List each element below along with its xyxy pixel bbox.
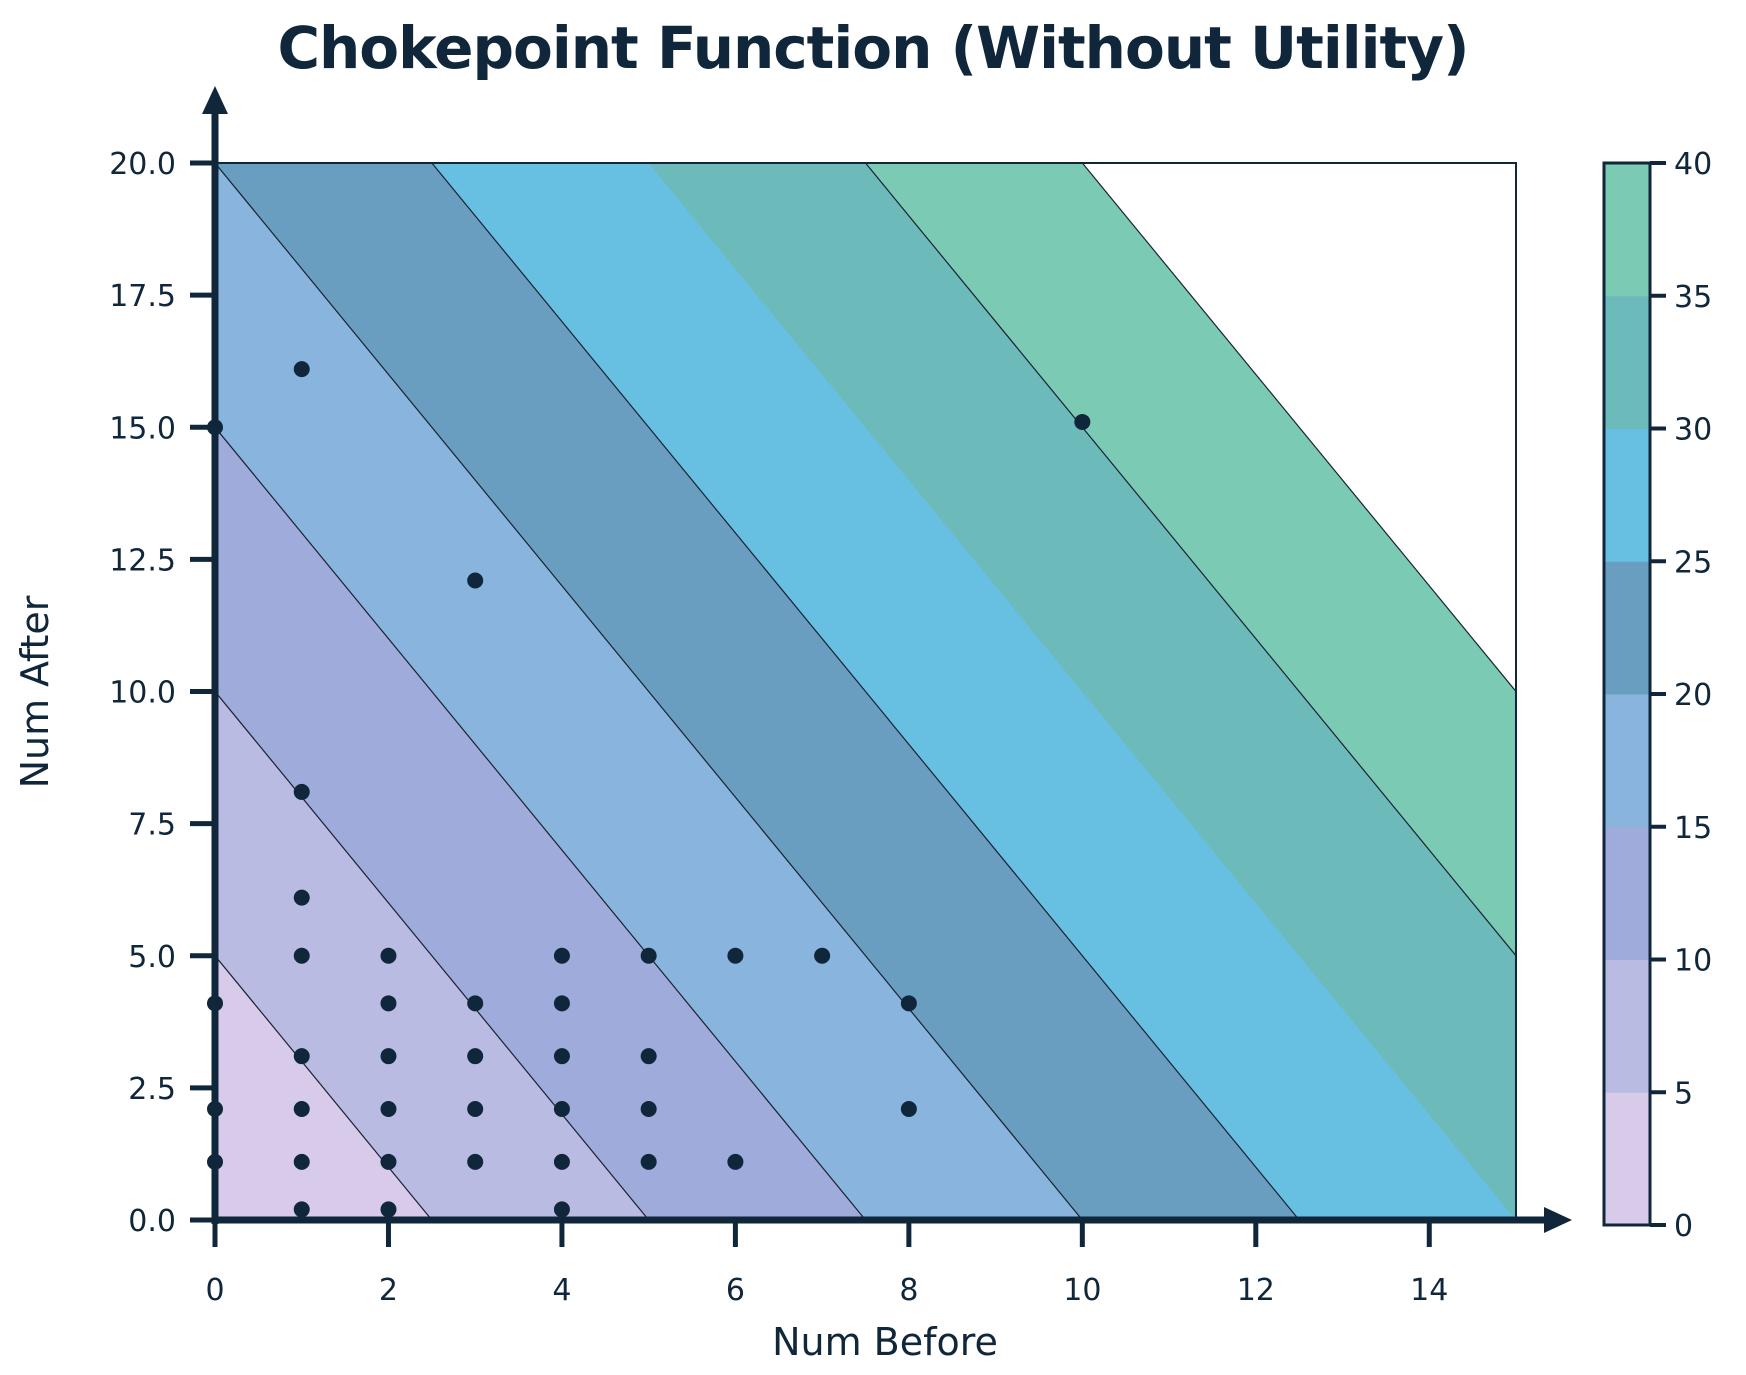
data-point <box>293 1201 310 1218</box>
data-point <box>640 1101 657 1118</box>
contour-lines <box>215 163 1516 1220</box>
data-point <box>727 947 744 964</box>
x-axis-label: Num Before <box>772 1320 998 1364</box>
data-point <box>293 783 310 800</box>
data-point <box>553 995 570 1012</box>
contour-line <box>215 426 866 1220</box>
colorbar-band <box>1604 826 1650 960</box>
x-tick-label: 10 <box>1063 1273 1101 1308</box>
data-point <box>380 1101 397 1118</box>
x-tick-label: 2 <box>379 1273 398 1308</box>
data-point <box>293 1153 310 1170</box>
x-tick-label: 12 <box>1237 1273 1275 1308</box>
y-tick-label: 12.5 <box>109 543 176 578</box>
data-point <box>467 995 484 1012</box>
data-point <box>1074 413 1091 430</box>
colorbar-band <box>1604 163 1650 297</box>
data-point <box>553 1153 570 1170</box>
data-point <box>380 995 397 1012</box>
data-point <box>293 889 310 906</box>
colorbar-tick-label: 30 <box>1674 413 1712 448</box>
y-axis-arrow-icon <box>202 86 228 114</box>
data-point <box>553 1201 570 1218</box>
y-tick-label: 17.5 <box>109 279 176 314</box>
contour-line <box>215 691 650 1220</box>
colorbar-band <box>1604 959 1650 1093</box>
contour-band <box>648 163 1516 1220</box>
data-point <box>380 1201 397 1218</box>
x-tick-label: 14 <box>1410 1273 1448 1308</box>
data-point <box>467 572 484 589</box>
x-tick-label: 8 <box>899 1273 918 1308</box>
y-tick-label: 5.0 <box>128 940 176 975</box>
scatter-points <box>207 361 1091 1218</box>
y-axis-label: Num After <box>13 595 57 788</box>
y-tick-label: 7.5 <box>128 808 176 843</box>
data-point <box>553 947 570 964</box>
colorbar-band <box>1604 561 1650 695</box>
colorbar-band <box>1604 428 1650 562</box>
data-point <box>380 1048 397 1065</box>
data-point <box>293 1101 310 1118</box>
colorbar-tick-label: 25 <box>1674 545 1712 580</box>
colorbar-tick-label: 40 <box>1674 147 1712 182</box>
data-point <box>553 1101 570 1118</box>
contour-line <box>865 163 1516 957</box>
y-axis-ticks: 0.0 2.5 5.0 7.5 10.0 12.5 15.0 17.5 20.0 <box>109 147 215 1239</box>
data-point <box>900 995 917 1012</box>
data-point <box>814 947 831 964</box>
data-point <box>467 1048 484 1065</box>
x-tick-label: 6 <box>726 1273 745 1308</box>
data-point <box>467 1153 484 1170</box>
colorbar-tick-label: 15 <box>1674 811 1712 846</box>
data-point <box>727 1153 744 1170</box>
contour-line <box>215 163 1083 1220</box>
contour-line <box>1081 163 1516 692</box>
data-point <box>640 1153 657 1170</box>
colorbar-band <box>1604 694 1650 828</box>
y-tick-label: 0.0 <box>128 1204 176 1239</box>
data-point <box>900 1101 917 1118</box>
data-point <box>640 1048 657 1065</box>
data-point <box>293 947 310 964</box>
data-point <box>293 361 310 378</box>
data-point <box>293 1048 310 1065</box>
colorbar-tick-label: 5 <box>1674 1076 1693 1111</box>
y-tick-label: 2.5 <box>128 1072 176 1107</box>
contour-line <box>215 955 433 1220</box>
x-axis-ticks: 0 2 4 6 8 10 12 14 <box>205 1220 1448 1308</box>
x-tick-label: 0 <box>205 1273 224 1308</box>
colorbar-tick-label: 0 <box>1674 1209 1693 1244</box>
x-tick-label: 4 <box>552 1273 571 1308</box>
y-tick-label: 10.0 <box>109 676 176 711</box>
data-point <box>380 1153 397 1170</box>
y-tick-label: 15.0 <box>109 411 176 446</box>
colorbar-tick-label: 20 <box>1674 678 1712 713</box>
x-axis-arrow-icon <box>1544 1207 1572 1233</box>
chart-title: Chokepoint Function (Without Utility) <box>277 14 1469 82</box>
colorbar: 0 5 10 15 20 25 30 35 40 <box>1602 147 1712 1244</box>
data-point <box>640 947 657 964</box>
data-point <box>553 1048 570 1065</box>
colorbar-tick-label: 10 <box>1674 944 1712 979</box>
data-point <box>380 947 397 964</box>
contour-line <box>431 163 1300 1220</box>
colorbar-tick-label: 35 <box>1674 280 1712 315</box>
colorbar-band <box>1604 295 1650 429</box>
y-tick-label: 20.0 <box>109 147 176 182</box>
colorbar-band <box>1604 1092 1650 1226</box>
data-point <box>467 1101 484 1118</box>
